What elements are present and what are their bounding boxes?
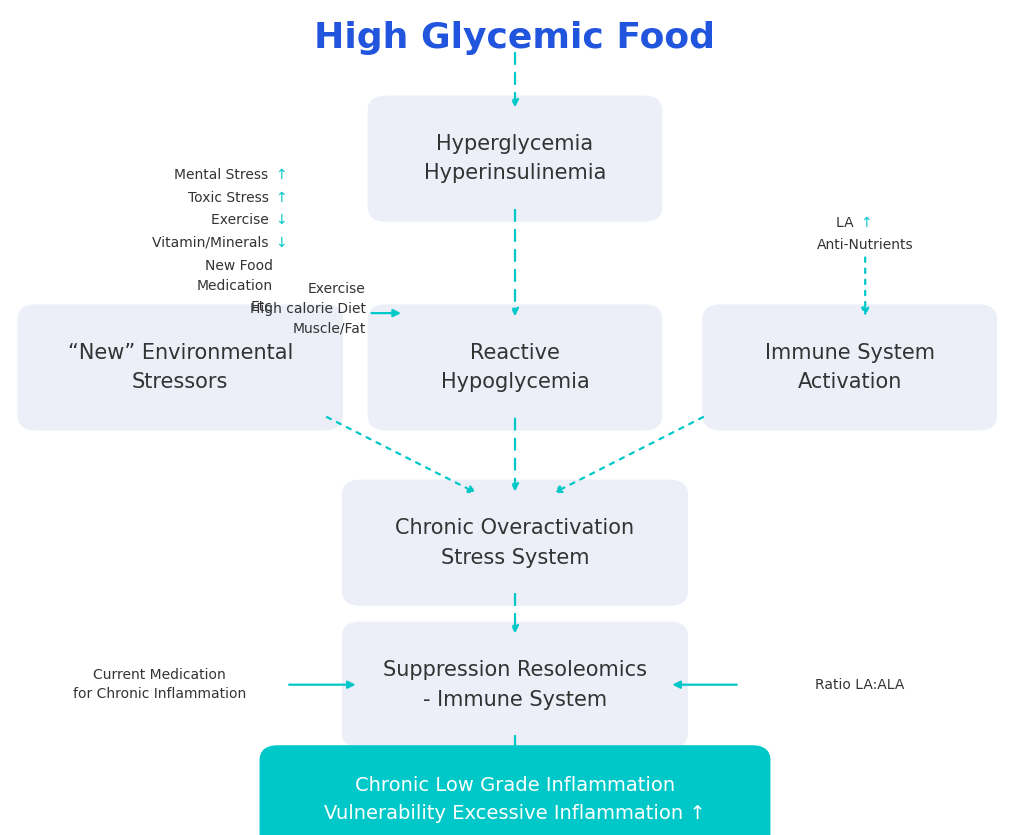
Text: Ratio LA:ALA: Ratio LA:ALA — [816, 678, 904, 691]
Text: Vitamin/Minerals: Vitamin/Minerals — [152, 236, 273, 250]
FancyBboxPatch shape — [342, 621, 688, 748]
Text: Medication: Medication — [197, 280, 273, 293]
Text: Mental Stress: Mental Stress — [174, 169, 273, 182]
Text: Exercise: Exercise — [211, 214, 273, 227]
Text: Suppression Resoleomics
- Immune System: Suppression Resoleomics - Immune System — [383, 660, 647, 710]
Text: ↓: ↓ — [275, 236, 286, 250]
Text: ↓: ↓ — [275, 214, 286, 227]
Text: Toxic Stress: Toxic Stress — [187, 191, 273, 205]
FancyBboxPatch shape — [368, 304, 662, 431]
Text: ↑: ↑ — [275, 191, 286, 205]
FancyBboxPatch shape — [368, 95, 662, 221]
Text: Anti-Nutrients: Anti-Nutrients — [817, 239, 914, 252]
Text: New Food: New Food — [205, 259, 273, 272]
Text: ↑: ↑ — [860, 216, 871, 230]
Text: Exercise
High calorie Diet
Muscle/Fat: Exercise High calorie Diet Muscle/Fat — [249, 282, 366, 336]
Text: Etc: Etc — [251, 301, 273, 314]
Text: LA: LA — [836, 216, 858, 230]
Text: ↑: ↑ — [275, 169, 286, 182]
Text: Immune System
Activation: Immune System Activation — [764, 342, 935, 392]
FancyBboxPatch shape — [18, 304, 343, 431]
Text: Current Medication
for Chronic Inflammation: Current Medication for Chronic Inflammat… — [73, 668, 246, 701]
FancyBboxPatch shape — [342, 479, 688, 606]
Text: Chronic Low Grade Inflammation
Vulnerability Excessive Inflammation ↑: Chronic Low Grade Inflammation Vulnerabi… — [324, 777, 706, 823]
Text: “New” Environmental
Stressors: “New” Environmental Stressors — [68, 342, 293, 392]
FancyBboxPatch shape — [260, 745, 770, 835]
Text: Hyperglycemia
Hyperinsulinemia: Hyperglycemia Hyperinsulinemia — [423, 134, 607, 184]
Text: Reactive
Hypoglycemia: Reactive Hypoglycemia — [441, 342, 589, 392]
Text: High Glycemic Food: High Glycemic Food — [314, 21, 716, 54]
FancyBboxPatch shape — [702, 304, 997, 431]
Text: Chronic Overactivation
Stress System: Chronic Overactivation Stress System — [396, 518, 634, 568]
